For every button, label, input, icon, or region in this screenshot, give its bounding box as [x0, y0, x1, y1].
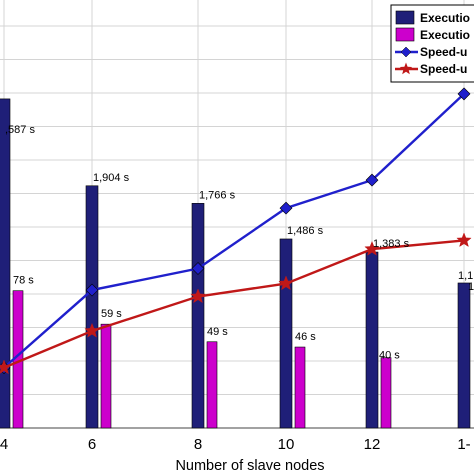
execution-bar-a: [365, 251, 379, 429]
speedup-point-diamond: [85, 283, 99, 297]
data-labels-layer: ,587 s 78 s 1,904 s 59 s 1,766 s 49 s 1,486 s 4…: [5, 124, 474, 362]
x-axis-label: Number of slave nodes: [175, 458, 324, 474]
bars-layer: [0, 98, 471, 429]
speedup-line: [3, 239, 465, 369]
speedup-point-diamond: [191, 262, 205, 275]
speedup-point-star: [456, 232, 472, 248]
clipped-label: 1: [468, 281, 474, 293]
execution-bar-a: [191, 203, 205, 429]
speedup-point-diamond: [279, 201, 293, 215]
speedup-point-star: [364, 240, 380, 256]
execution-bar-b: [100, 323, 112, 429]
speedup-point-star: [190, 288, 206, 304]
execution-bar-a: [279, 238, 293, 429]
legend-label: Speed-u: [420, 62, 467, 76]
x-tick-labels: 4 6 8 10 12 1-: [0, 436, 471, 453]
execution-bar-a: [0, 98, 11, 429]
execution-bar-b-label: 40 s: [379, 350, 400, 362]
execution-bar-b: [380, 357, 392, 429]
execution-bar-a-label: 1,1: [458, 270, 473, 282]
legend-label: Executio: [420, 11, 470, 25]
execution-bar-a-label: 1,904 s: [93, 172, 130, 184]
execution-bar-a: [85, 185, 99, 429]
legend-marker-star: [399, 62, 413, 75]
x-tick-label: 1-: [457, 436, 470, 453]
x-tick-label: 8: [194, 436, 202, 453]
x-tick-label: 12: [364, 436, 381, 453]
legend-swatch-bar: [395, 10, 415, 25]
execution-bar-b-label: 59 s: [101, 308, 122, 320]
execution-bar-a-label: 1,766 s: [199, 189, 236, 201]
x-tick-label: 4: [0, 436, 8, 453]
execution-bar-a-label: 1,383 s: [373, 238, 410, 250]
x-tick-label: 6: [88, 436, 96, 453]
execution-bar-a-label: 1,486 s: [287, 225, 324, 237]
x-tick-label: 10: [278, 436, 295, 453]
speedup-point-star: [84, 322, 100, 338]
speedup-point-star: [278, 275, 294, 291]
execution-bar-b-label: 49 s: [207, 326, 228, 338]
execution-bar-a-label: ,587 s: [5, 124, 35, 136]
legend: Executio Executio Speed-u Speed-u: [390, 4, 474, 83]
execution-bar-b: [206, 341, 218, 429]
execution-bar-b-label: 78 s: [13, 275, 34, 287]
speedup-point-star: [0, 359, 12, 375]
execution-bar-a: [457, 282, 471, 429]
speedup-line: [3, 93, 465, 369]
execution-bar-b-label: 46 s: [295, 331, 316, 343]
legend-label: Speed-u: [420, 45, 467, 59]
legend-swatch-bar: [395, 27, 415, 42]
legend-label: Executio: [420, 28, 470, 42]
lines-layer: [0, 87, 472, 375]
speedup-point-diamond: [365, 173, 379, 187]
speedup-point-diamond: [457, 87, 471, 101]
execution-bar-b: [294, 346, 306, 429]
legend-marker-diamond: [400, 46, 412, 58]
